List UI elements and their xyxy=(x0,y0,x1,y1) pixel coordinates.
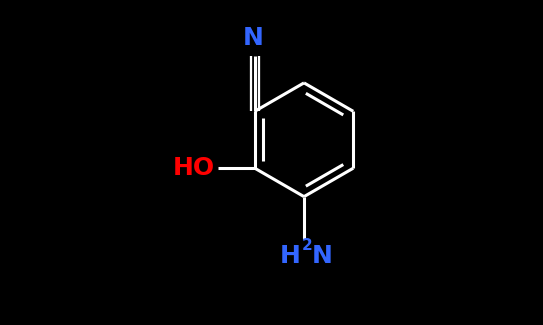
Text: N: N xyxy=(243,26,263,49)
Text: 2: 2 xyxy=(302,238,312,253)
Text: HO: HO xyxy=(173,156,215,180)
Text: H: H xyxy=(280,244,301,268)
Text: N: N xyxy=(312,244,333,268)
